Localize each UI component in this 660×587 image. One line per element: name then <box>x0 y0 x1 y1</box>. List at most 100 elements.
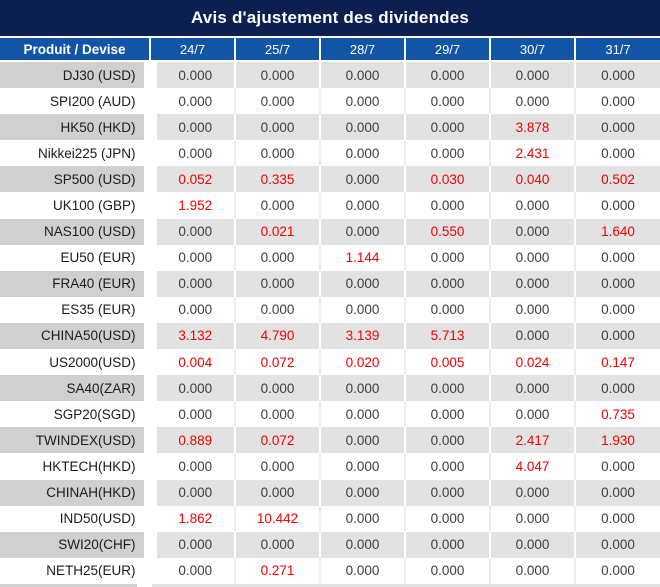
value-cell: 0.000 <box>319 375 405 402</box>
table-row: FRA40 (EUR) 0.000 0.000 0.000 0.000 0.000 0.00… <box>0 270 660 297</box>
value-cell: 0.000 <box>574 114 660 141</box>
title-bar: Avis d'ajustement des dividendes <box>0 0 660 36</box>
value-cell: 0.040 <box>489 166 575 193</box>
value-cell: 0.000 <box>404 531 490 558</box>
value-cell: 0.000 <box>404 140 490 167</box>
product-cell: ES35 (EUR) <box>0 296 157 323</box>
value-cell: 0.000 <box>234 114 320 141</box>
value-cell: 0.000 <box>574 61 660 89</box>
value-cell: 0.271 <box>234 557 320 584</box>
value-cell: 1.640 <box>574 218 660 245</box>
value-cell: 0.000 <box>319 192 405 219</box>
value-cell: 0.021 <box>234 218 320 245</box>
value-cell: 0.000 <box>489 322 575 350</box>
value-cell: 2.417 <box>489 427 575 454</box>
value-cell: 0.000 <box>574 557 660 584</box>
date-header-cell: 28/7 <box>319 36 405 62</box>
value-cell: 0.000 <box>574 531 660 558</box>
value-cell: 0.000 <box>234 375 320 402</box>
value-cell: 0.000 <box>574 322 660 350</box>
value-cell: 0.000 <box>574 453 660 480</box>
table-row: NAS100 (USD) 0.000 0.021 0.000 0.550 0.000 1.6… <box>0 218 660 245</box>
value-cell: 0.000 <box>489 531 575 558</box>
value-cell: 0.000 <box>149 270 235 297</box>
value-cell: 0.020 <box>319 349 405 376</box>
product-cell: HK50 (HKD) <box>0 114 157 141</box>
value-cell: 1.930 <box>574 427 660 454</box>
value-cell: 0.000 <box>489 479 575 506</box>
value-cell: 0.000 <box>319 88 405 115</box>
value-cell: 0.000 <box>404 375 490 402</box>
value-cell: 10.442 <box>234 505 320 532</box>
value-cell: 0.004 <box>149 349 235 376</box>
value-cell: 0.000 <box>319 270 405 297</box>
value-cell: 0.000 <box>489 401 575 428</box>
value-cell: 0.000 <box>404 479 490 506</box>
value-cell: 0.000 <box>319 505 405 532</box>
value-cell: 0.735 <box>574 401 660 428</box>
value-cell: 0.000 <box>404 453 490 480</box>
table-row: NETH25(EUR) 0.000 0.271 0.000 0.000 0.000 0.00… <box>0 557 660 584</box>
value-cell: 0.000 <box>319 479 405 506</box>
value-cell: 0.000 <box>149 531 235 558</box>
table-row: CHINAH(HKD) 0.000 0.000 0.000 0.000 0.000 0.00… <box>0 479 660 506</box>
product-cell: HKTECH(HKD) <box>0 453 157 480</box>
value-cell: 0.000 <box>234 453 320 480</box>
product-cell: US2000(USD) <box>0 349 157 376</box>
value-cell: 0.030 <box>404 166 490 193</box>
value-cell: 0.000 <box>574 244 660 271</box>
value-cell: 0.000 <box>149 88 235 115</box>
table-row: CHINA50(USD) 3.132 4.790 3.139 5.713 0.000 0.0… <box>0 322 660 350</box>
product-cell: FRA40 (EUR) <box>0 270 157 297</box>
value-cell: 0.000 <box>319 114 405 141</box>
product-cell: CHINAH(HKD) <box>0 479 157 506</box>
table-row: TWINDEX(USD) 0.889 0.072 0.000 0.000 2.417 1.9… <box>0 427 660 454</box>
table-row: HKTECH(HKD) 0.000 0.000 0.000 0.000 4.047 0.00… <box>0 453 660 480</box>
value-cell: 0.000 <box>574 140 660 167</box>
value-cell: 0.000 <box>149 218 235 245</box>
value-cell: 0.000 <box>574 270 660 297</box>
product-cell: NETH25(EUR) <box>0 557 157 584</box>
value-cell: 4.790 <box>234 322 320 350</box>
value-cell: 0.000 <box>149 557 235 584</box>
value-cell: 0.502 <box>574 166 660 193</box>
dividends-table: Produit / Devise 24/7 25/7 28/7 29/7 30/7 31/… <box>0 36 660 584</box>
value-cell: 0.000 <box>404 270 490 297</box>
table-row: SGP20(SGD) 0.000 0.000 0.000 0.000 0.000 0.735 <box>0 401 660 428</box>
value-cell: 0.000 <box>149 296 235 323</box>
table-row: US2000(USD) 0.004 0.072 0.020 0.005 0.024 0.14… <box>0 349 660 376</box>
product-cell: SWI20(CHF) <box>0 531 157 558</box>
value-cell: 0.000 <box>489 61 575 89</box>
product-cell: TWINDEX(USD) <box>0 427 157 454</box>
value-cell: 0.072 <box>234 427 320 454</box>
value-cell: 0.000 <box>404 114 490 141</box>
value-cell: 0.000 <box>234 192 320 219</box>
value-cell: 0.000 <box>319 427 405 454</box>
date-header-cell: 24/7 <box>149 36 235 62</box>
product-cell: CHINA50(USD) <box>0 322 157 350</box>
value-cell: 0.000 <box>404 61 490 89</box>
value-cell: 0.024 <box>489 349 575 376</box>
value-cell: 0.000 <box>234 61 320 89</box>
value-cell: 0.072 <box>234 349 320 376</box>
value-cell: 0.000 <box>149 114 235 141</box>
product-header-cell: Produit / Devise <box>0 36 150 62</box>
table-row: SP500 (USD) 0.052 0.335 0.000 0.030 0.040 0.50… <box>0 166 660 193</box>
table-row: IND50(USD) 1.862 10.442 0.000 0.000 0.000 0.00… <box>0 505 660 532</box>
value-cell: 0.000 <box>234 244 320 271</box>
value-cell: 0.000 <box>319 531 405 558</box>
date-header-cell: 30/7 <box>489 36 575 62</box>
value-cell: 4.047 <box>489 453 575 480</box>
table-row: UK100 (GBP) 1.952 0.000 0.000 0.000 0.000 0.00… <box>0 192 660 219</box>
value-cell: 0.000 <box>404 427 490 454</box>
value-cell: 0.000 <box>489 192 575 219</box>
product-cell: NAS100 (USD) <box>0 218 157 245</box>
value-cell: 0.000 <box>319 453 405 480</box>
value-cell: 0.000 <box>149 375 235 402</box>
value-cell: 0.000 <box>319 166 405 193</box>
value-cell: 0.000 <box>574 88 660 115</box>
value-cell: 0.005 <box>404 349 490 376</box>
table-row: SPI200 (AUD) 0.000 0.000 0.000 0.000 0.000 0.0… <box>0 88 660 115</box>
date-header-cell: 31/7 <box>574 36 660 62</box>
value-cell: 0.052 <box>149 166 235 193</box>
